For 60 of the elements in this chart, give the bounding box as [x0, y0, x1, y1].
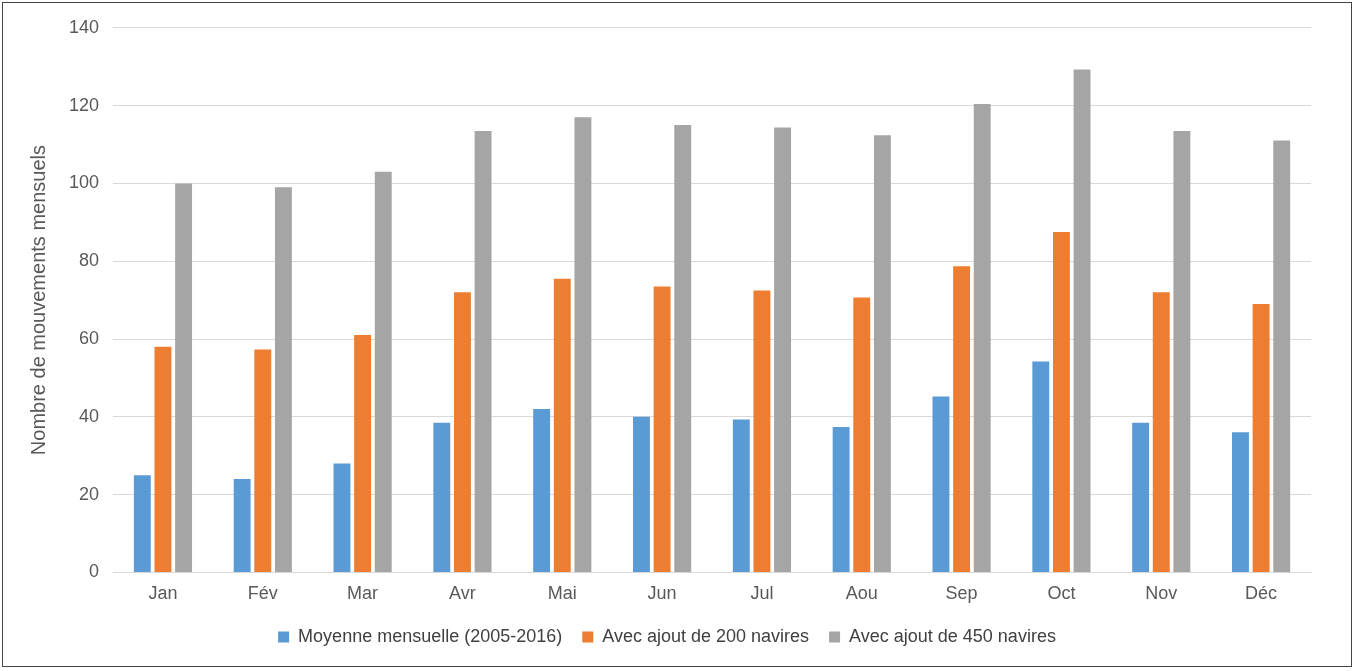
x-tick-label: Fév	[247, 583, 278, 604]
bar	[973, 104, 991, 572]
x-tick-label: Aou	[845, 583, 878, 604]
legend-label: Moyenne mensuelle (2005-2016)	[298, 625, 563, 646]
legend-label: Avec ajout de 450 navires	[849, 625, 1056, 646]
x-tick-label: Sep	[945, 583, 978, 604]
bar	[633, 416, 650, 572]
bar	[1252, 303, 1270, 572]
x-tick-label: Mai	[547, 583, 577, 604]
bar	[474, 130, 492, 572]
bar	[753, 290, 771, 572]
bar	[433, 422, 451, 572]
bar	[374, 171, 392, 572]
x-tick-label: Avr	[449, 583, 476, 604]
bar	[254, 349, 272, 572]
bar	[1152, 292, 1170, 572]
y-tick-label: 100	[68, 172, 100, 193]
bar	[1052, 232, 1070, 572]
x-tick-label: Oct	[1047, 583, 1076, 604]
bar	[175, 183, 193, 572]
x-tick-label: Jul	[750, 583, 774, 604]
bar	[354, 335, 372, 572]
bar	[953, 266, 971, 572]
bar	[832, 426, 850, 572]
bar	[1132, 422, 1150, 572]
legend-label: Avec ajout de 200 navires	[602, 625, 810, 646]
bar	[674, 125, 692, 572]
bar	[732, 419, 750, 572]
bar	[1173, 130, 1191, 572]
bar	[932, 396, 950, 572]
x-tick-label: Déc	[1245, 583, 1278, 604]
bar	[233, 479, 251, 572]
bar	[133, 475, 151, 572]
bar	[873, 135, 891, 572]
bar	[333, 463, 351, 572]
x-tick-label: Jan	[148, 583, 178, 604]
y-tick-label: 60	[79, 327, 100, 348]
bar	[453, 292, 471, 572]
bar	[774, 127, 792, 572]
bar	[1032, 361, 1050, 572]
y-tick-label: 80	[79, 250, 100, 271]
bar	[1231, 432, 1249, 572]
bar	[1273, 140, 1291, 572]
x-tick-label: Nov	[1145, 583, 1178, 604]
y-tick-label: 20	[79, 483, 100, 504]
bar	[574, 117, 592, 572]
y-tick-label: 120	[68, 94, 100, 115]
y-tick-label: 40	[79, 405, 100, 426]
bar	[274, 187, 292, 572]
bar	[853, 297, 871, 572]
bar	[653, 286, 671, 572]
y-axis-title: Nombre de mouvements mensuels	[26, 145, 49, 456]
y-tick-label: 0	[89, 561, 100, 582]
bar	[1073, 69, 1091, 572]
bar	[154, 346, 172, 572]
x-tick-label: Mar	[347, 583, 379, 604]
y-tick-label: 140	[68, 16, 100, 37]
bar	[553, 278, 571, 572]
x-tick-label: Jun	[647, 583, 677, 604]
bar	[533, 409, 551, 572]
